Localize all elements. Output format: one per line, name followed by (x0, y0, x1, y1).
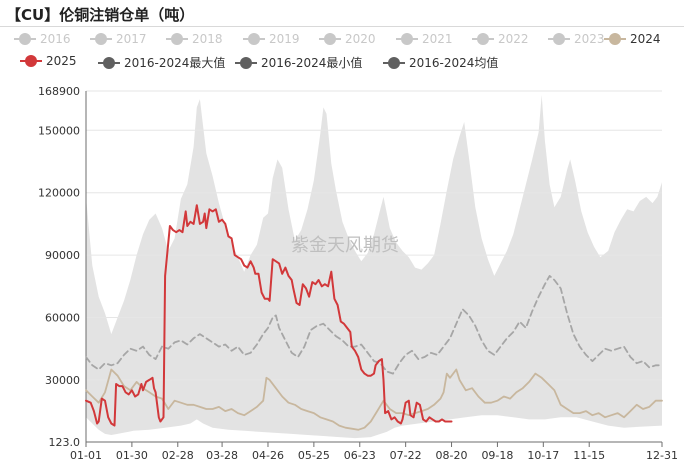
title-divider (0, 26, 684, 27)
legend-symbol-icon (14, 33, 36, 45)
y-tick-label: 123.0 (49, 436, 81, 449)
legend-symbol-icon (604, 33, 626, 45)
legend-item-2020[interactable]: 2020 (319, 32, 376, 46)
series-line-2025 (85, 204, 453, 427)
legend-symbol-icon (235, 56, 257, 69)
x-tick-label: 09-18 (481, 449, 513, 462)
legend-item-2019[interactable]: 2019 (243, 32, 300, 46)
legend-label: 2016-2024最大值 (124, 56, 226, 70)
legend-label: 2016 (40, 32, 71, 46)
band-area-max-min (86, 95, 662, 439)
x-tick-label: 11-15 (573, 449, 605, 462)
legend-item-2018[interactable]: 2018 (166, 32, 223, 46)
legend-label: 2022 (498, 32, 529, 46)
legend-symbol-icon (548, 33, 570, 45)
series-line-2016-2024均值 (85, 274, 663, 375)
legend-item-2021[interactable]: 2021 (396, 32, 453, 46)
legend-label: 2023 (574, 32, 605, 46)
y-tick-label: 150000 (38, 124, 80, 137)
legend-symbol-icon (166, 33, 188, 45)
chart-title: 【CU】伦铜注销仓单（吨） (6, 6, 195, 24)
chart-legend: 2016 2017 2018 2019 2020 2021 2022 2023 2024 2025… (0, 30, 684, 74)
x-tick-label: 10-17 (527, 449, 559, 462)
legend-item-2016-2024均值[interactable]: 2016-2024均值 (383, 54, 498, 71)
legend-symbol-icon (319, 33, 341, 45)
x-tick-label: 08-20 (436, 449, 468, 462)
legend-item-2016-2024最大值[interactable]: 2016-2024最大值 (98, 54, 225, 71)
legend-label: 2016-2024最小值 (261, 56, 363, 70)
legend-symbol-icon (243, 33, 265, 45)
legend-symbol-icon (472, 33, 494, 45)
x-tick-label: 02-28 (162, 449, 194, 462)
x-tick-label: 06-23 (344, 449, 376, 462)
y-tick-label: 168900 (38, 85, 80, 98)
legend-item-2022[interactable]: 2022 (472, 32, 529, 46)
y-tick-label: 120000 (38, 187, 80, 200)
legend-symbol-icon (20, 55, 42, 67)
x-tick-label: 12-31 (646, 449, 678, 462)
watermark-text: 紫金天风期货 (291, 235, 399, 256)
x-tick-label: 01-30 (116, 449, 148, 462)
x-tick-label: 07-22 (390, 449, 422, 462)
legend-item-2016-2024最小值[interactable]: 2016-2024最小值 (235, 54, 362, 71)
legend-label: 2025 (46, 54, 77, 68)
legend-item-2017[interactable]: 2017 (90, 32, 147, 46)
x-tick-label: 04-26 (252, 449, 284, 462)
legend-item-2025[interactable]: 2025 (20, 54, 77, 68)
legend-label: 2016-2024均值 (409, 56, 499, 70)
legend-label: 2024 (630, 32, 661, 46)
legend-label: 2021 (422, 32, 453, 46)
legend-label: 2018 (192, 32, 223, 46)
x-tick-label: 05-25 (298, 449, 330, 462)
legend-label: 2020 (345, 32, 376, 46)
legend-symbol-icon (383, 56, 405, 69)
legend-label: 2017 (116, 32, 147, 46)
legend-item-2024[interactable]: 2024 (604, 32, 661, 46)
legend-symbol-icon (98, 56, 120, 69)
legend-item-2023[interactable]: 2023 (548, 32, 605, 46)
y-tick-label: 90000 (45, 249, 80, 262)
x-tick-label: 03-28 (206, 449, 238, 462)
x-tick-label: 01-01 (70, 449, 102, 462)
legend-symbol-icon (90, 33, 112, 45)
y-tick-label: 30000 (45, 374, 80, 387)
legend-label: 2019 (269, 32, 300, 46)
y-tick-label: 60000 (45, 311, 80, 324)
series-line-2024 (85, 368, 663, 431)
legend-symbol-icon (396, 33, 418, 45)
legend-item-2016[interactable]: 2016 (14, 32, 71, 46)
